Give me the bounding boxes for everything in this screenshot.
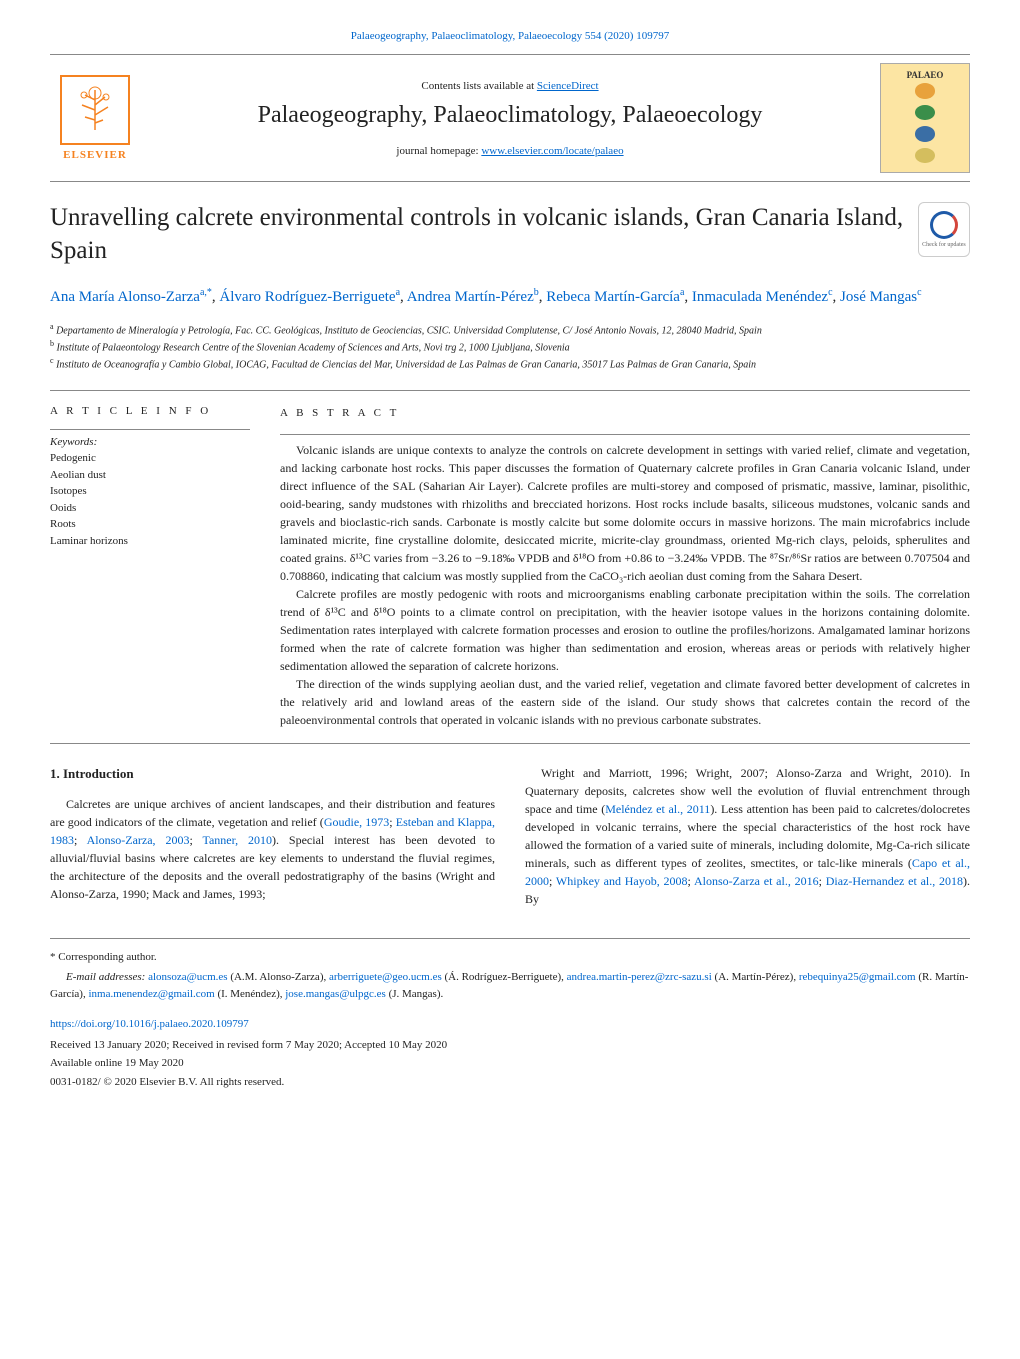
emails: E-mail addresses: alonsoza@ucm.es (A.M. … <box>50 969 970 1002</box>
received-dates: Received 13 January 2020; Received in re… <box>50 1037 970 1054</box>
info-abstract-section: A R T I C L E I N F O Keywords: Pedogeni… <box>50 390 970 744</box>
affiliation-c: c Instituto de Oceanografía y Cambio Glo… <box>50 355 970 372</box>
globe-icon-3 <box>915 126 935 142</box>
keyword: Aeolian dust <box>50 467 250 484</box>
sciencedirect-prefix: Contents lists available at <box>421 80 536 92</box>
top-journal-link[interactable]: Palaeogeography, Palaeoclimatology, Pala… <box>50 30 970 42</box>
journal-title: Palaeogeography, Palaeoclimatology, Pala… <box>140 102 880 129</box>
header-center: Contents lists available at ScienceDirec… <box>140 80 880 157</box>
elsevier-text: ELSEVIER <box>50 149 140 161</box>
copyright: 0031-0182/ © 2020 Elsevier B.V. All righ… <box>50 1074 970 1091</box>
keyword: Pedogenic <box>50 450 250 467</box>
keyword: Ooids <box>50 500 250 517</box>
keyword: Isotopes <box>50 483 250 500</box>
affiliations: a Departamento de Mineralogía y Petrolog… <box>50 321 970 373</box>
intro-paragraph-2: Wright and Marriott, 1996; Wright, 2007;… <box>525 764 970 908</box>
available-date: Available online 19 May 2020 <box>50 1055 970 1072</box>
globe-icon-2 <box>915 105 935 121</box>
main-content: 1. Introduction Calcretes are unique arc… <box>50 764 970 908</box>
abstract: A B S T R A C T Volcanic islands are uni… <box>280 405 970 729</box>
column-left: 1. Introduction Calcretes are unique arc… <box>50 764 495 908</box>
palaeo-badge[interactable]: PALAEO <box>880 63 970 173</box>
sciencedirect-link[interactable]: ScienceDirect <box>537 80 599 92</box>
globe-icon-1 <box>915 83 935 99</box>
palaeo-badge-title: PALAEO <box>907 70 944 80</box>
sciencedirect-line: Contents lists available at ScienceDirec… <box>140 80 880 92</box>
keyword: Laminar horizons <box>50 533 250 550</box>
check-updates-icon <box>930 211 958 239</box>
keywords-list: PedogenicAeolian dustIsotopesOoidsRootsL… <box>50 450 250 549</box>
abstract-label: A B S T R A C T <box>280 405 970 422</box>
intro-heading: 1. Introduction <box>50 764 495 784</box>
check-updates-badge[interactable]: Check for updates <box>918 202 970 257</box>
keyword: Roots <box>50 516 250 533</box>
article-info: A R T I C L E I N F O Keywords: Pedogeni… <box>50 405 250 729</box>
homepage-prefix: journal homepage: <box>396 145 481 157</box>
elsevier-logo[interactable]: ELSEVIER <box>50 75 140 161</box>
affiliation-b: b Institute of Palaeontology Research Ce… <box>50 338 970 355</box>
article-info-label: A R T I C L E I N F O <box>50 405 250 417</box>
abstract-paragraph: Calcrete profiles are mostly pedogenic w… <box>280 585 970 675</box>
homepage-line: journal homepage: www.elsevier.com/locat… <box>140 145 880 157</box>
check-updates-text: Check for updates <box>922 242 966 248</box>
footer: * Corresponding author. E-mail addresses… <box>50 938 970 1091</box>
column-right: Wright and Marriott, 1996; Wright, 2007;… <box>525 764 970 908</box>
emails-prefix: E-mail addresses: <box>66 971 148 983</box>
affiliation-a: a Departamento de Mineralogía y Petrolog… <box>50 321 970 338</box>
intro-paragraph-1: Calcretes are unique archives of ancient… <box>50 795 495 903</box>
authors: Ana María Alonso-Zarzaa,*, Álvaro Rodríg… <box>50 285 970 309</box>
header: ELSEVIER Contents lists available at Sci… <box>50 54 970 182</box>
article-title: Unravelling calcrete environmental contr… <box>50 202 918 267</box>
abstract-paragraph: Volcanic islands are unique contexts to … <box>280 434 970 585</box>
elsevier-tree-icon <box>70 85 120 135</box>
globe-icon-4 <box>915 148 935 164</box>
doi-link[interactable]: https://doi.org/10.1016/j.palaeo.2020.10… <box>50 1016 970 1033</box>
keywords-label: Keywords: <box>50 429 250 448</box>
corresponding-author: * Corresponding author. <box>50 949 970 966</box>
abstract-paragraph: The direction of the winds supplying aeo… <box>280 675 970 729</box>
homepage-link[interactable]: www.elsevier.com/locate/palaeo <box>481 145 623 157</box>
